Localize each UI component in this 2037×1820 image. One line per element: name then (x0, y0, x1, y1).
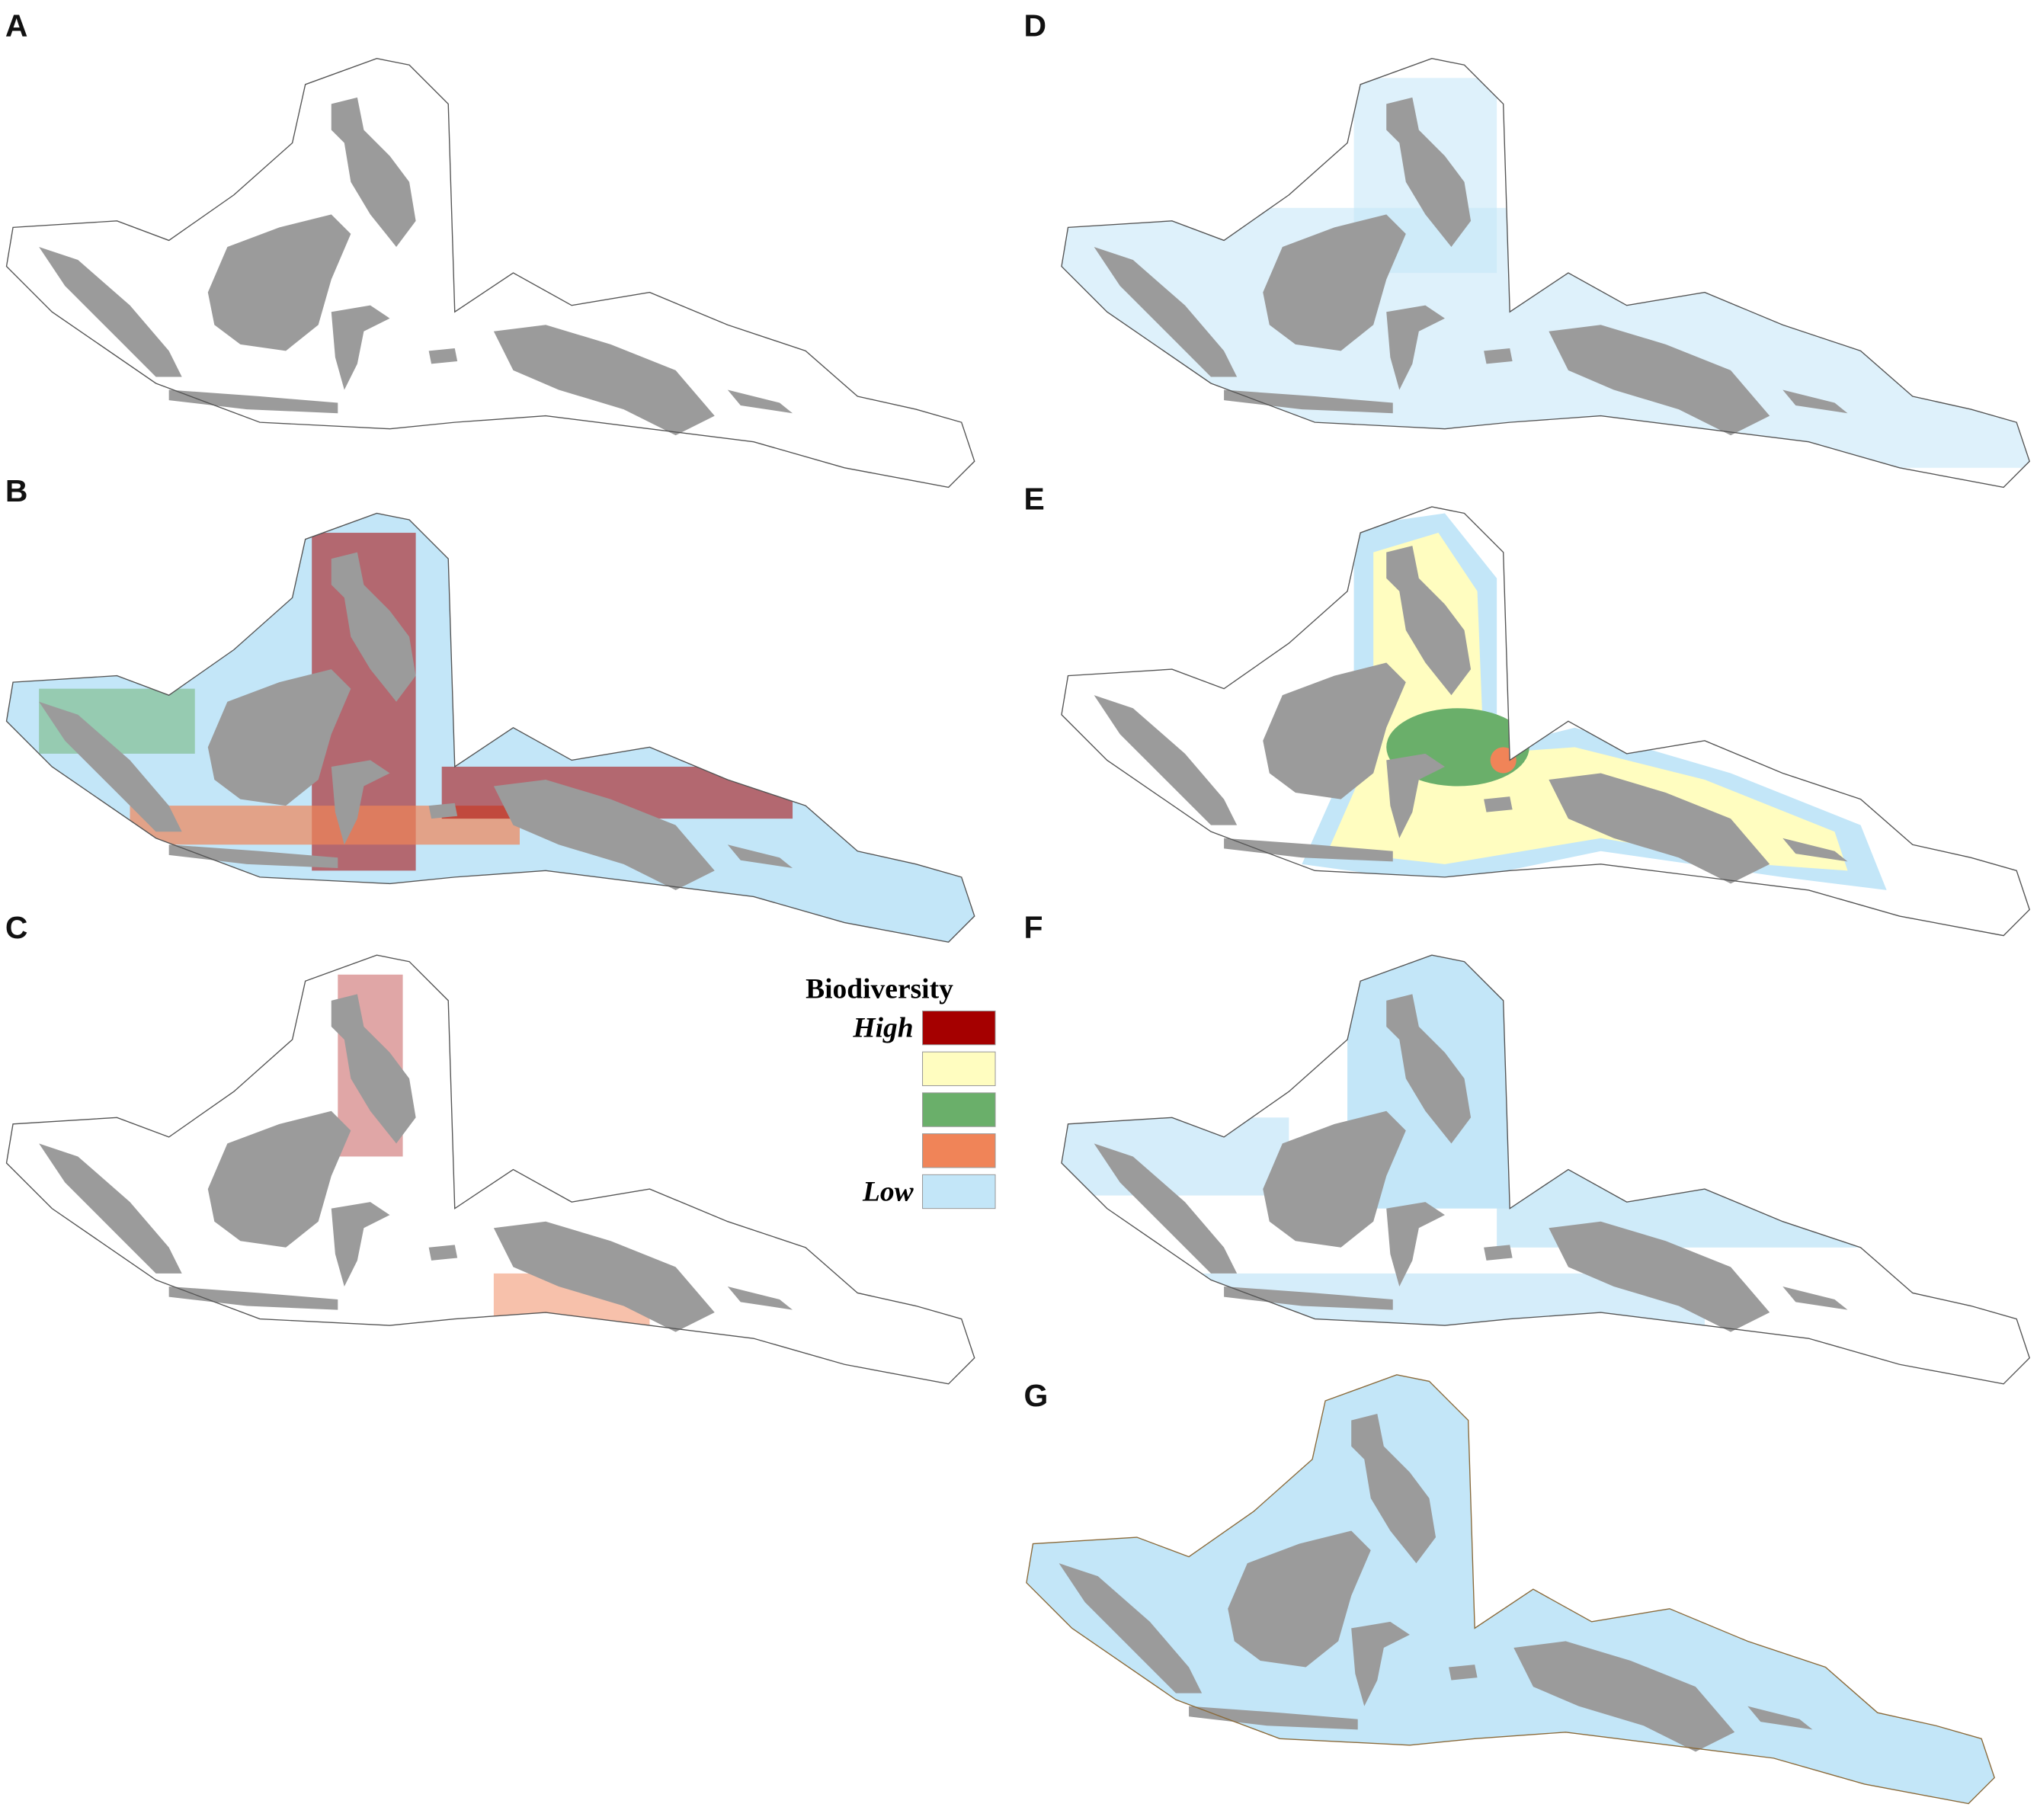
panel-label: D (1024, 8, 1047, 43)
panel-label: G (1024, 1378, 1049, 1413)
legend-label: Low (862, 1176, 914, 1207)
legend-swatch (922, 1010, 996, 1046)
legend-label: High (852, 1013, 913, 1044)
map-panel (5, 57, 975, 489)
legend-title: Biodiversity (806, 973, 953, 1005)
legend: Biodiversity High Low (806, 973, 996, 1210)
legend-swatch (922, 1174, 996, 1210)
panel-label: C (5, 910, 28, 945)
legend-swatch (922, 1092, 996, 1127)
panels: A B C D E F G Biodiversity High Low (5, 8, 2031, 1805)
legend-swatch (922, 1133, 996, 1168)
map-panel (1026, 1374, 1996, 1805)
panel-label: F (1024, 910, 1043, 945)
panel-label: A (5, 8, 28, 43)
map-panel (5, 954, 975, 1385)
map-panel (1061, 954, 2031, 1385)
map-panel (1061, 506, 2031, 937)
map-panel (5, 512, 975, 943)
legend-swatch (922, 1051, 996, 1087)
panel-label: E (1024, 481, 1045, 516)
map-panel (1061, 57, 2031, 489)
panel-label: B (5, 473, 28, 508)
